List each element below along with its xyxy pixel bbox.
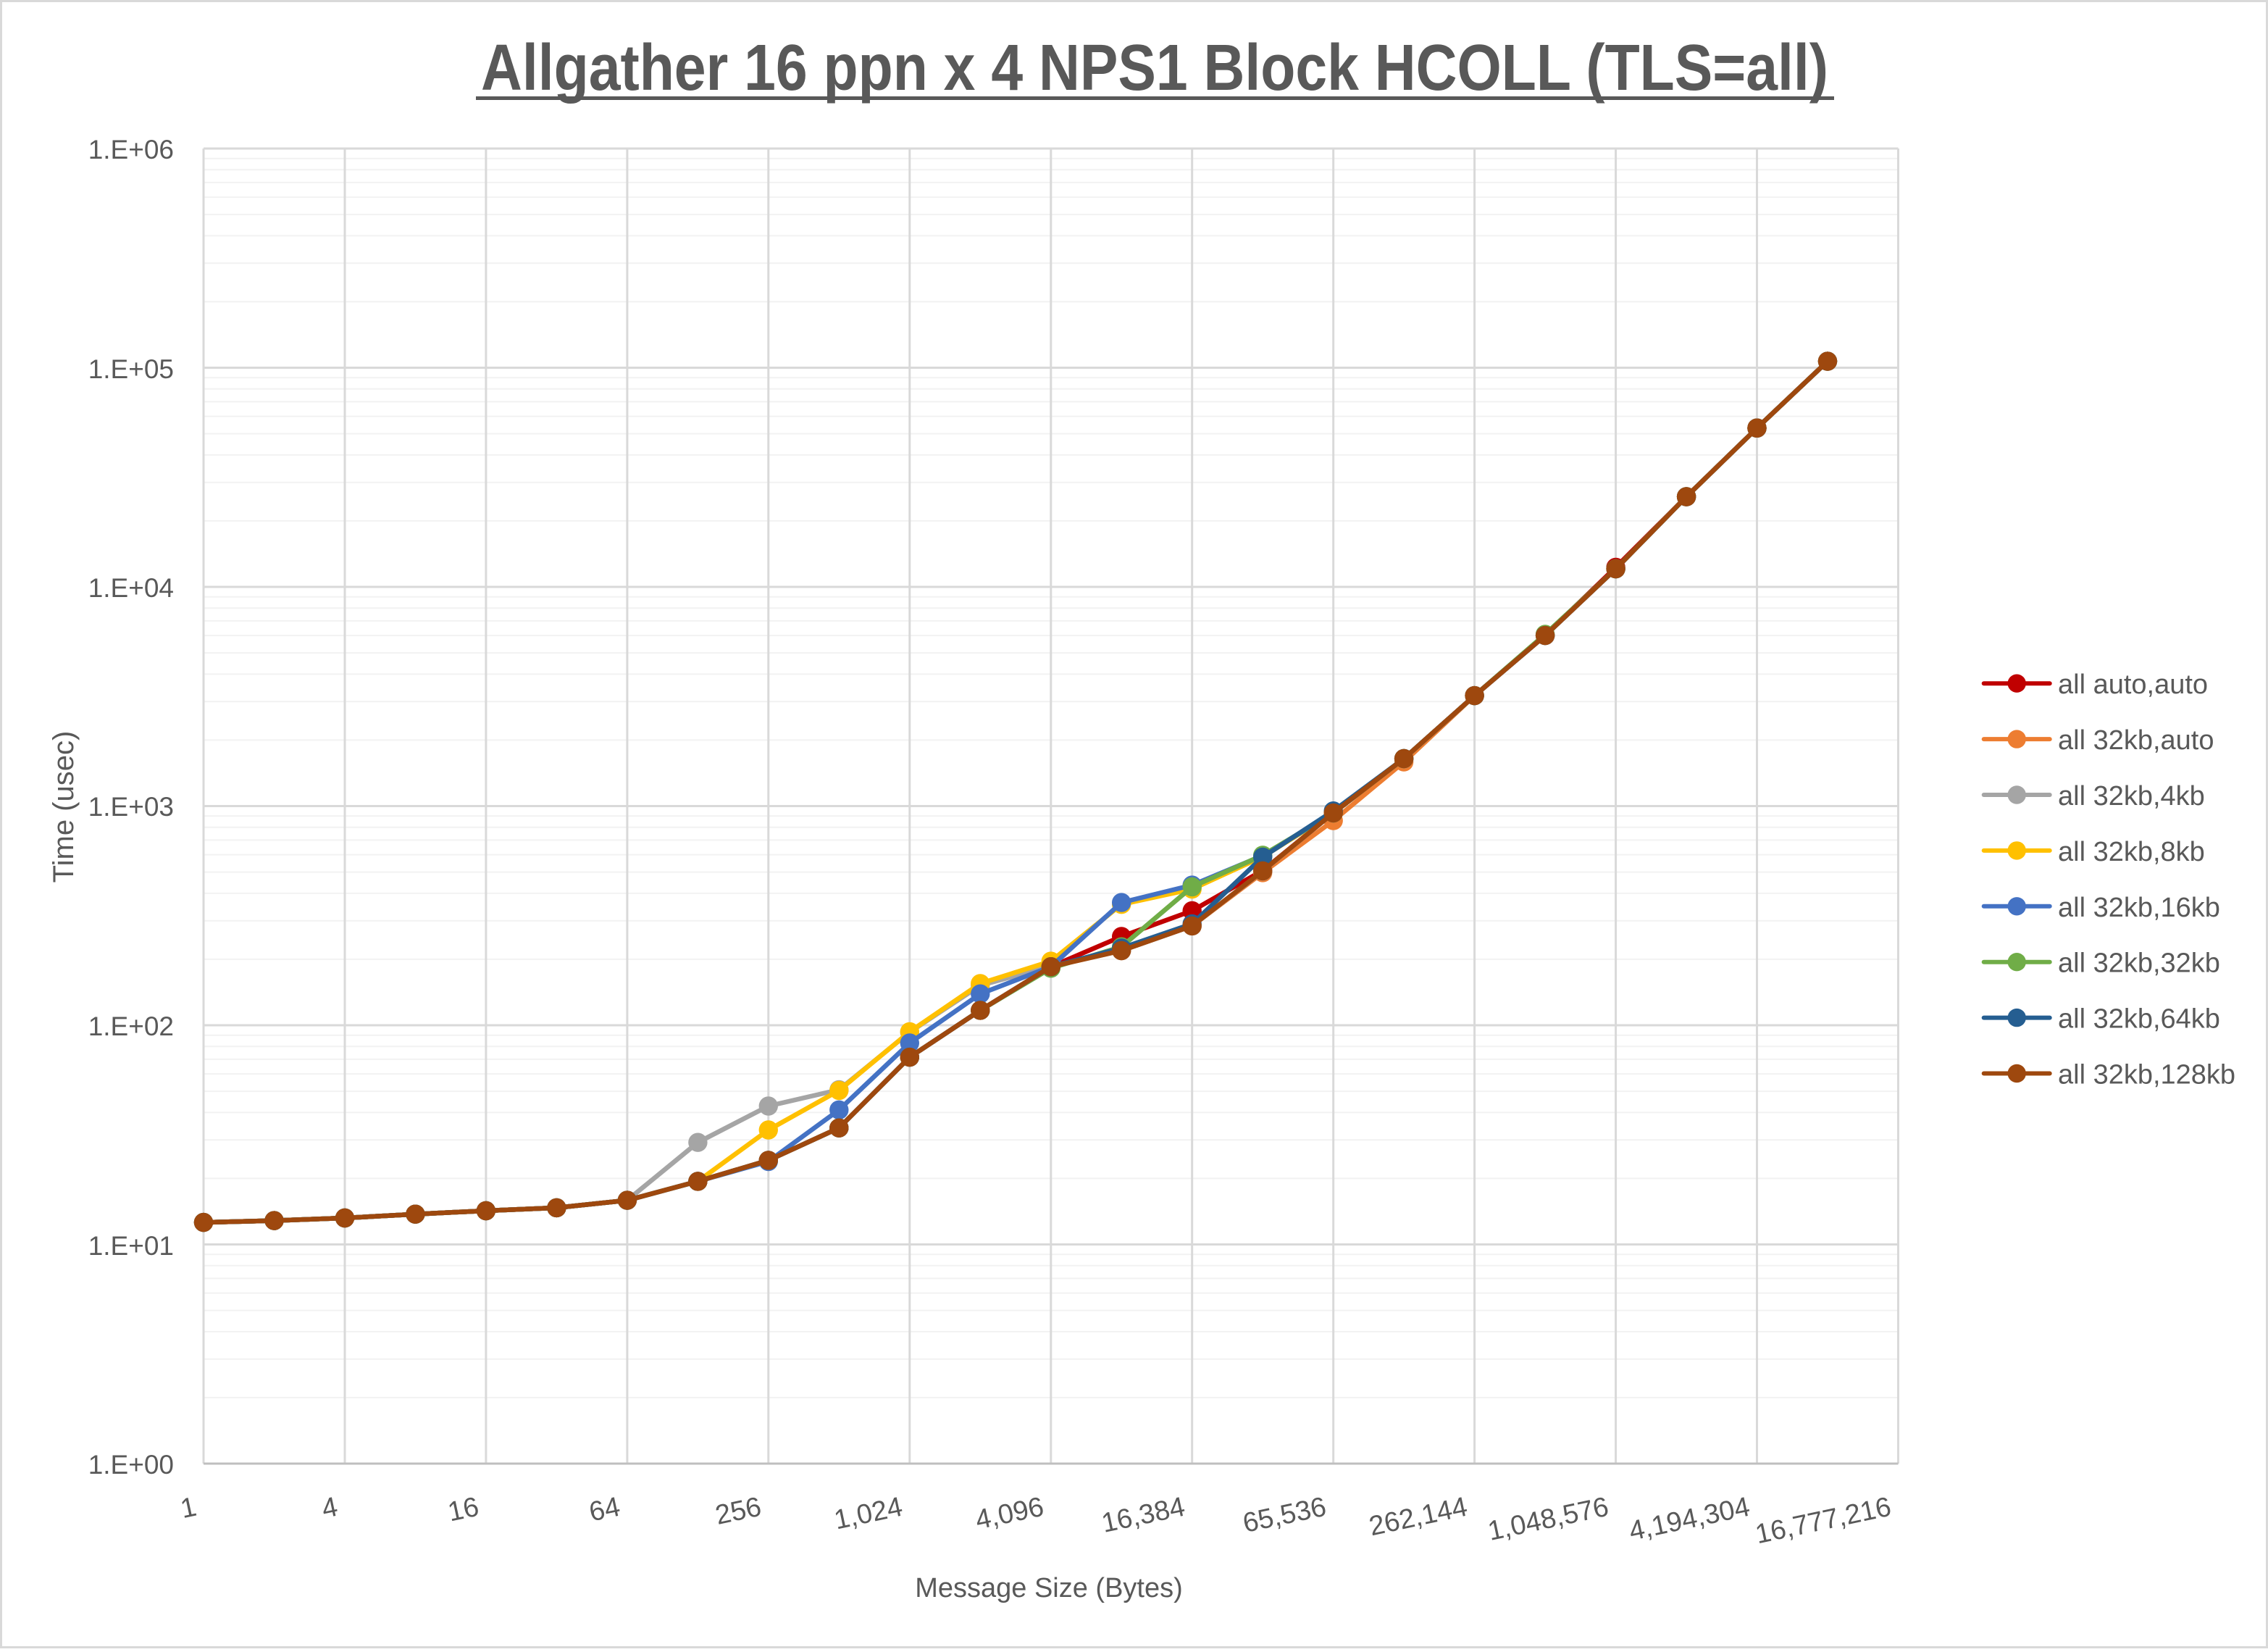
svg-text:64: 64 xyxy=(587,1492,623,1528)
svg-text:1.E+06: 1.E+06 xyxy=(88,135,174,164)
svg-text:1.E+00: 1.E+00 xyxy=(88,1450,174,1480)
svg-text:1.E+05: 1.E+05 xyxy=(88,354,174,384)
svg-text:1.E+02: 1.E+02 xyxy=(88,1011,174,1041)
svg-text:1.E+03: 1.E+03 xyxy=(88,792,174,822)
svg-text:all 32kb,auto: all 32kb,auto xyxy=(2058,725,2214,756)
svg-text:all 32kb,4kb: all 32kb,4kb xyxy=(2058,781,2205,812)
svg-text:all 32kb,32kb: all 32kb,32kb xyxy=(2058,948,2220,979)
svg-text:all 32kb,64kb: all 32kb,64kb xyxy=(2058,1004,2220,1035)
svg-text:all 32kb,8kb: all 32kb,8kb xyxy=(2058,837,2205,867)
svg-text:16: 16 xyxy=(445,1492,482,1528)
svg-text:all auto,auto: all auto,auto xyxy=(2058,669,2208,700)
svg-text:all 32kb,16kb: all 32kb,16kb xyxy=(2058,893,2220,923)
svg-text:1.E+04: 1.E+04 xyxy=(88,573,174,603)
svg-text:all 32kb,128kb: all 32kb,128kb xyxy=(2058,1060,2235,1090)
svg-text:Allgather 16 ppn x 4 NPS1 Bloc: Allgather 16 ppn x 4 NPS1 Block HCOLL (T… xyxy=(481,32,1828,104)
svg-text:Time (usec): Time (usec) xyxy=(48,731,80,883)
svg-text:1.E+01: 1.E+01 xyxy=(88,1231,174,1261)
svg-text:Message Size (Bytes): Message Size (Bytes) xyxy=(915,1573,1183,1603)
